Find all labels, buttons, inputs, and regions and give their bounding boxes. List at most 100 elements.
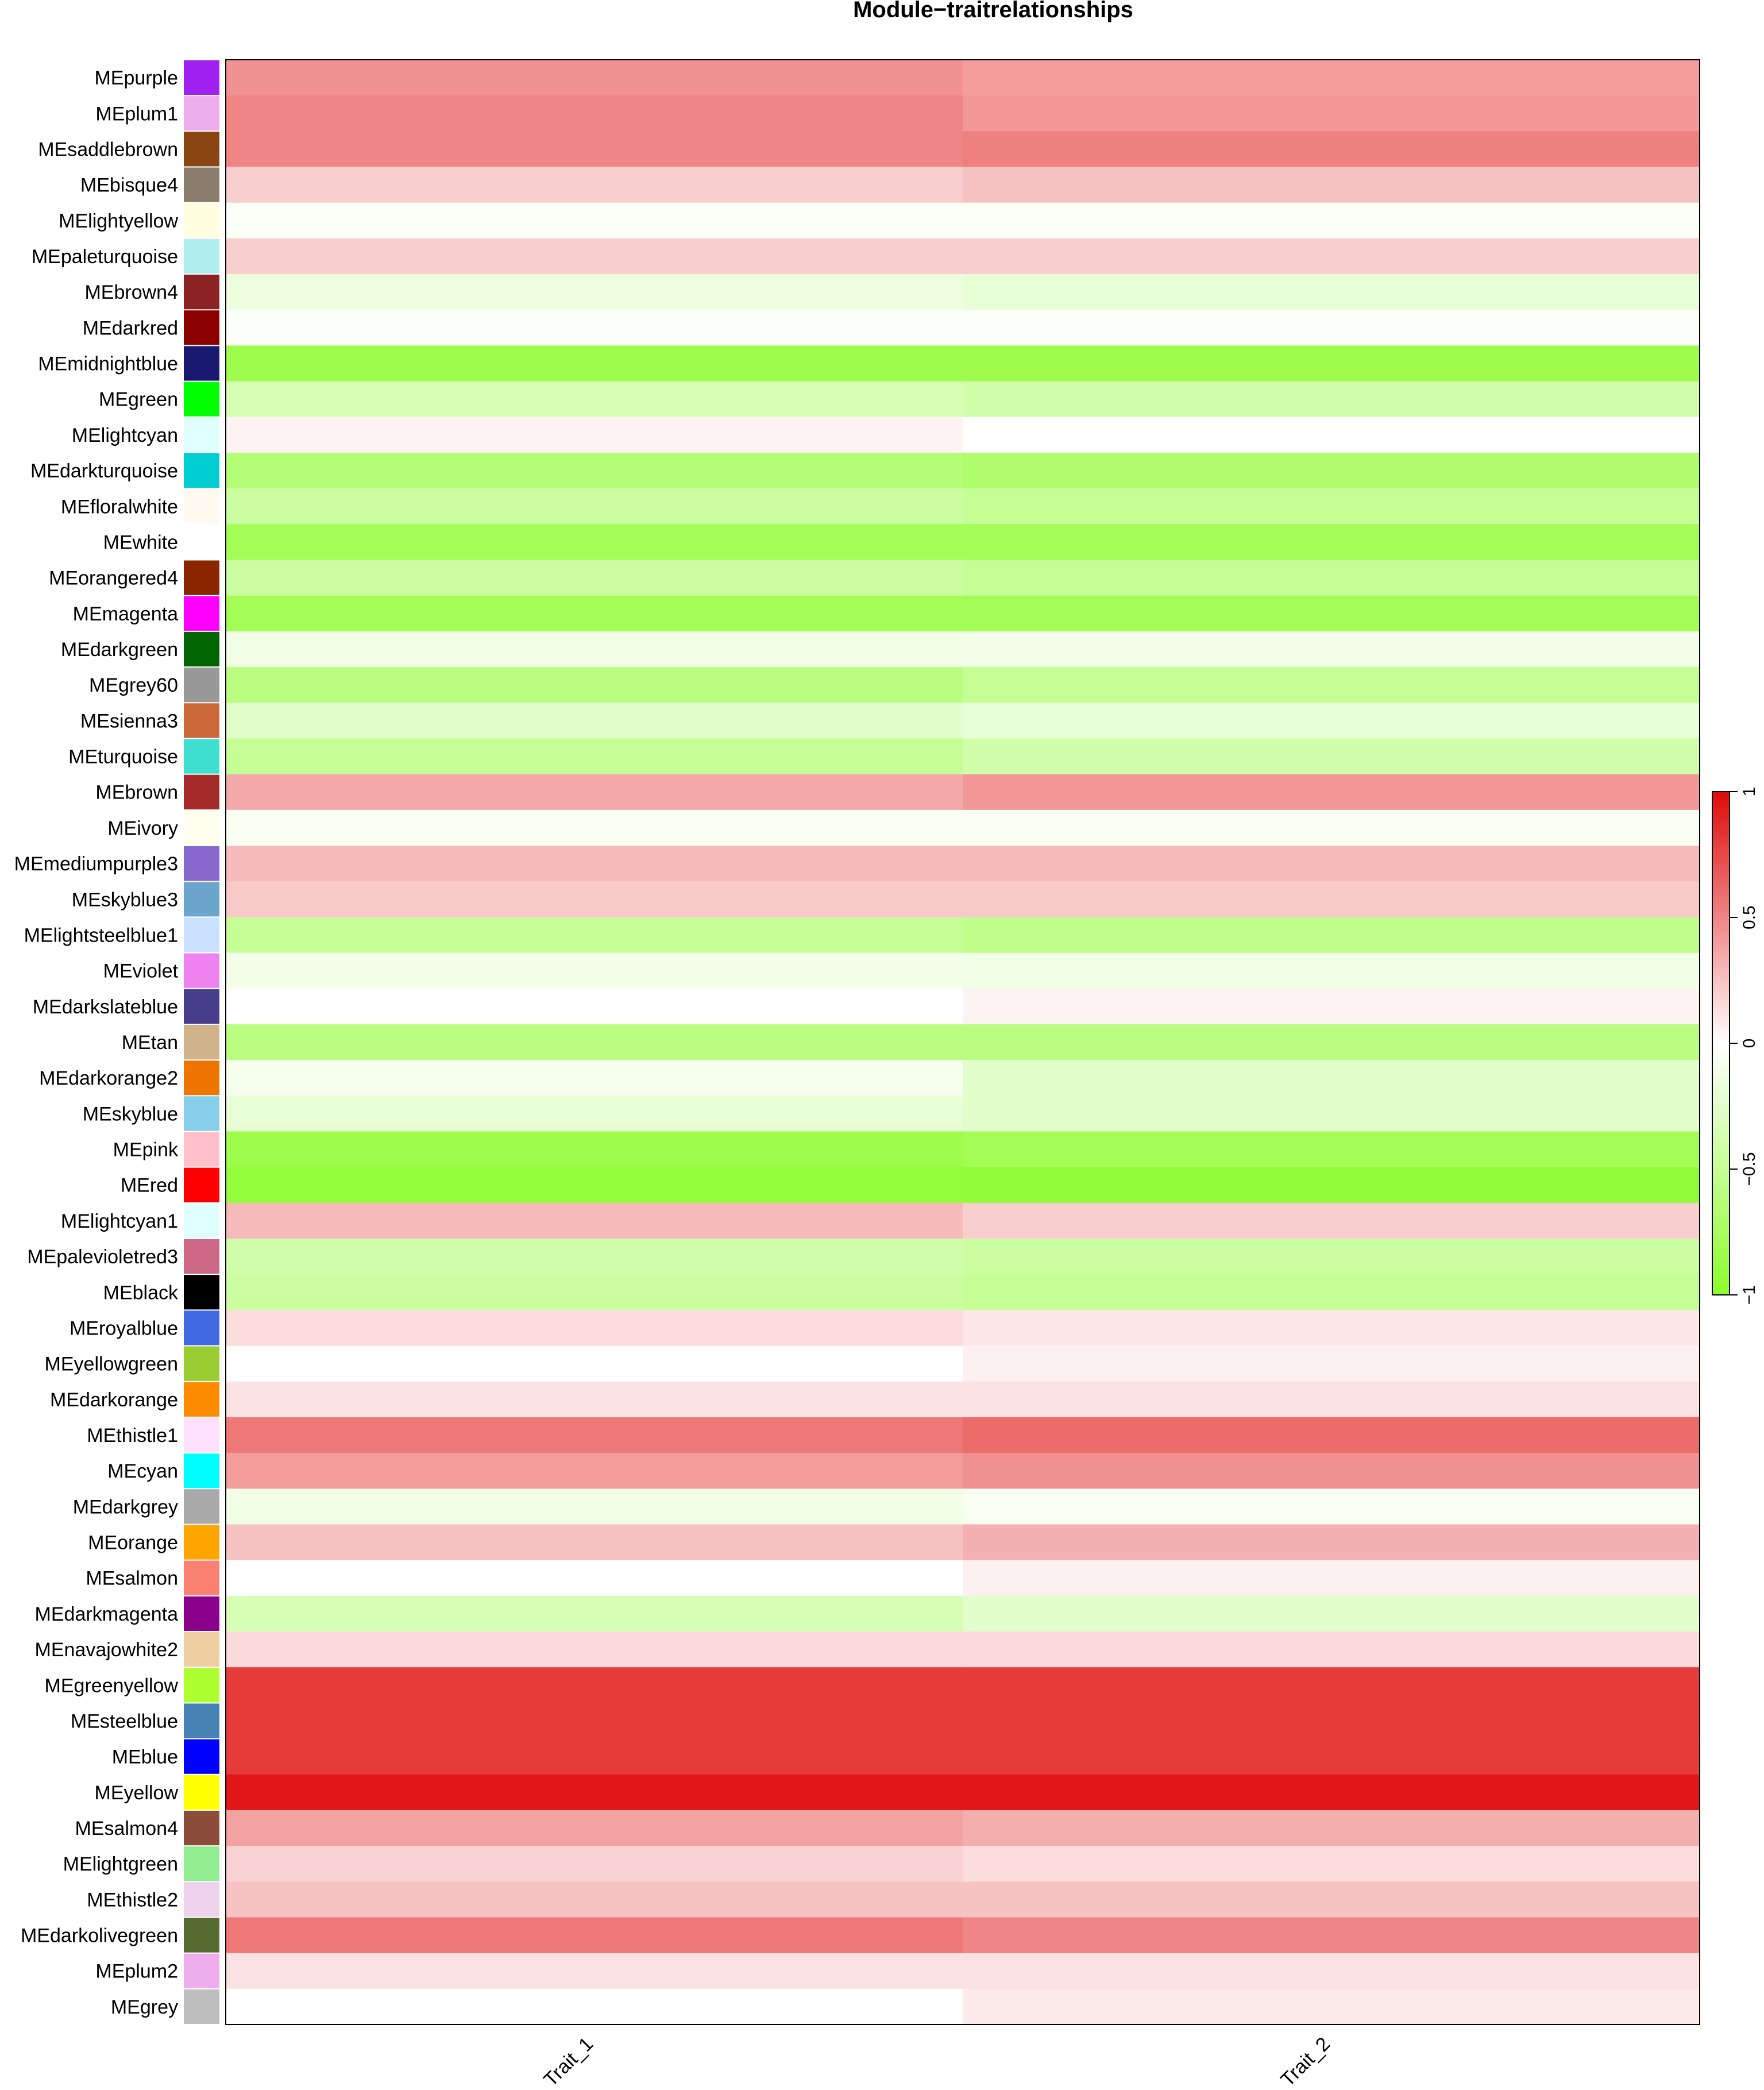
heatmap-cell <box>226 988 963 1025</box>
module-swatch <box>184 1382 219 1417</box>
module-swatch <box>184 132 219 167</box>
row-label: MElightyellow <box>59 210 178 232</box>
module-swatch <box>184 1525 219 1560</box>
row-labels: MEpurple MEplum1 MEsaddlebrown MEbisque4 MEl… <box>14 67 179 2018</box>
heatmap-cell <box>226 1738 963 1775</box>
module-swatch <box>184 275 219 310</box>
row-label: MEdarkturquoise <box>30 460 178 482</box>
heatmap-cell <box>963 1774 1700 1811</box>
row-label: MEdarkmagenta <box>35 1603 179 1625</box>
row-label: MEpink <box>113 1139 179 1161</box>
row-label: MEdarkorange <box>50 1389 178 1411</box>
module-swatch <box>184 1989 219 2024</box>
heatmap-cell <box>963 1096 1700 1132</box>
heatmap-cell <box>963 95 1700 132</box>
heatmap-cell <box>226 1810 963 1846</box>
row-label: MEcyan <box>107 1460 178 1482</box>
row-label: MEskyblue <box>83 1103 178 1125</box>
heatmap-cell <box>963 1846 1700 1882</box>
module-swatch <box>184 1239 219 1274</box>
colorbar: −1 −0.5 0 0.5 1 <box>1712 787 1759 1305</box>
heatmap-cell <box>963 1202 1700 1239</box>
module-swatch <box>184 596 219 631</box>
module-swatch <box>184 1882 219 1917</box>
heatmap-cell <box>963 1060 1700 1096</box>
colorbar-tick-label: 1 <box>1740 787 1759 797</box>
module-swatch <box>184 1703 219 1738</box>
module-swatch <box>184 703 219 738</box>
colorbar-gradient <box>1712 791 1730 1295</box>
module-swatch <box>184 489 219 524</box>
heatmap-cell <box>963 1524 1700 1561</box>
module-swatch <box>184 525 219 560</box>
heatmap-cell <box>226 131 963 168</box>
heatmap-cell <box>226 167 963 203</box>
heatmap-cell <box>226 1917 963 1954</box>
row-label: MEdarkgreen <box>61 639 178 661</box>
heatmap-cell <box>963 881 1700 917</box>
heatmap-cell <box>963 417 1700 453</box>
module-swatch <box>184 882 219 917</box>
module-swatch <box>184 1846 219 1881</box>
colorbar-tick-label: −0.5 <box>1740 1152 1759 1186</box>
heatmap-cell <box>963 1560 1700 1597</box>
module-swatch <box>184 1310 219 1345</box>
row-label: MEskyblue3 <box>72 889 178 911</box>
heatmap-cell <box>963 1274 1700 1310</box>
row-label: MElightgreen <box>63 1853 178 1875</box>
heatmap-cell <box>963 774 1700 811</box>
row-label: MEgreen <box>99 389 178 411</box>
heatmap-cell <box>963 1881 1700 1918</box>
row-label: MEthistle1 <box>87 1425 178 1447</box>
module-swatch <box>184 417 219 452</box>
heatmap-cell <box>226 1345 963 1382</box>
module-swatch <box>184 917 219 953</box>
heatmap-cells <box>226 60 1700 2025</box>
module-swatch <box>184 238 219 274</box>
row-label: MEroyalblue <box>70 1317 178 1339</box>
row-label: MEsteelblue <box>71 1710 178 1732</box>
row-label: MElightcyan1 <box>61 1210 178 1232</box>
row-label: MEplum1 <box>95 103 178 125</box>
row-label: MEyellowgreen <box>45 1354 178 1375</box>
heatmap-cell <box>963 1167 1700 1204</box>
row-label: MEyellow <box>95 1782 179 1804</box>
heatmap-cell <box>963 60 1700 96</box>
module-swatch <box>184 1167 219 1202</box>
module-swatch <box>184 739 219 774</box>
row-label: MEpalevioletred3 <box>27 1246 178 1268</box>
module-swatch <box>184 1632 219 1667</box>
heatmap-cell <box>226 631 963 668</box>
module-swatch <box>184 1346 219 1381</box>
heatmap-cell <box>963 1632 1700 1668</box>
heatmap-cell <box>226 202 963 239</box>
heatmap-cell <box>226 774 963 811</box>
row-label: MEviolet <box>103 961 179 982</box>
module-swatch <box>184 346 219 381</box>
row-label: MEblack <box>103 1282 179 1304</box>
heatmap-cell <box>963 1595 1700 1632</box>
heatmap-cell <box>226 1595 963 1632</box>
module-swatch <box>184 310 219 345</box>
row-label: MEbrown4 <box>84 282 178 303</box>
heatmap-cell <box>963 131 1700 168</box>
heatmap-cell <box>226 595 963 632</box>
module-swatch <box>184 846 219 881</box>
heatmap-cell <box>226 738 963 775</box>
module-swatch <box>184 1203 219 1238</box>
heatmap-cell <box>226 1489 963 1525</box>
heatmap-cell <box>226 1953 963 1989</box>
heatmap-cell <box>963 917 1700 954</box>
column-labels: Trait_1 Trait_2 <box>539 2033 1334 2090</box>
row-label: MEturquoise <box>68 746 178 768</box>
heatmap-cell <box>963 846 1700 882</box>
module-swatch <box>184 1596 219 1631</box>
heatmap-cell <box>963 1703 1700 1740</box>
row-label: MEbisque4 <box>80 175 178 196</box>
row-label: MEivory <box>107 818 178 839</box>
heatmap-cell <box>226 1524 963 1561</box>
module-swatch <box>184 1775 219 1810</box>
module-swatch <box>184 203 219 238</box>
row-label: MEmidnightblue <box>38 353 178 375</box>
